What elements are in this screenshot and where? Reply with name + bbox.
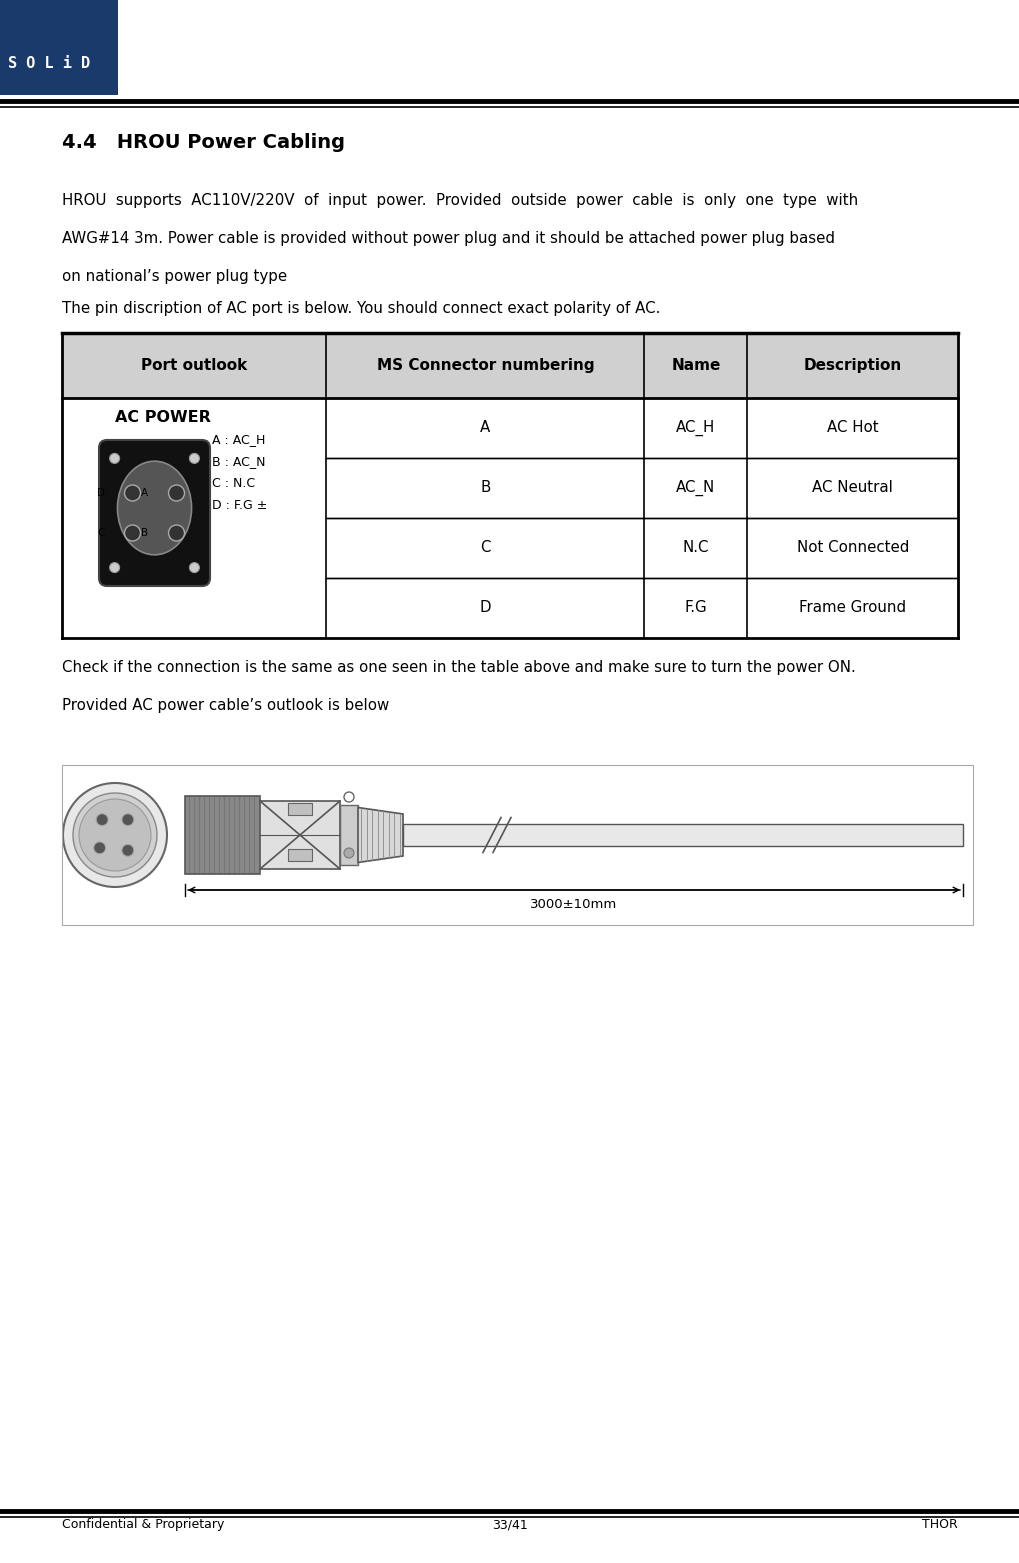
- Text: 4.4   HROU Power Cabling: 4.4 HROU Power Cabling: [62, 133, 344, 152]
- FancyBboxPatch shape: [62, 333, 957, 399]
- FancyBboxPatch shape: [326, 517, 644, 578]
- Text: AC_N: AC_N: [676, 480, 715, 495]
- Circle shape: [190, 453, 200, 463]
- Text: AC Hot: AC Hot: [826, 420, 877, 436]
- FancyBboxPatch shape: [644, 517, 747, 578]
- FancyBboxPatch shape: [747, 517, 957, 578]
- FancyBboxPatch shape: [62, 399, 326, 638]
- Circle shape: [124, 485, 141, 502]
- FancyBboxPatch shape: [326, 458, 644, 517]
- Text: B : AC_N: B : AC_N: [212, 455, 265, 467]
- Text: AC POWER: AC POWER: [114, 410, 210, 425]
- FancyBboxPatch shape: [287, 803, 312, 814]
- Text: D: D: [97, 488, 104, 499]
- Circle shape: [168, 525, 184, 541]
- Circle shape: [109, 563, 119, 572]
- Text: HROU  supports  AC110V/220V  of  input  power.  Provided  outside  power  cable : HROU supports AC110V/220V of input power…: [62, 192, 857, 208]
- FancyBboxPatch shape: [747, 578, 957, 638]
- Circle shape: [63, 783, 167, 886]
- Text: THOR: THOR: [921, 1518, 957, 1532]
- Text: AC_H: AC_H: [676, 420, 715, 436]
- Circle shape: [343, 849, 354, 858]
- Text: A : AC_H: A : AC_H: [212, 433, 265, 445]
- Circle shape: [109, 453, 119, 463]
- Text: Description: Description: [803, 358, 901, 374]
- Text: AC Neutral: AC Neutral: [811, 480, 893, 495]
- Text: C: C: [97, 528, 104, 538]
- Text: 3000±10mm: 3000±10mm: [530, 899, 618, 911]
- FancyBboxPatch shape: [260, 800, 339, 869]
- Circle shape: [124, 525, 141, 541]
- Text: F.G: F.G: [684, 600, 706, 616]
- Text: Not Connected: Not Connected: [796, 541, 908, 555]
- Circle shape: [78, 799, 151, 871]
- Text: D: D: [479, 600, 490, 616]
- Circle shape: [94, 842, 106, 853]
- Text: The pin discription of AC port is below. You should connect exact polarity of AC: The pin discription of AC port is below.…: [62, 302, 659, 316]
- Text: B: B: [480, 480, 490, 495]
- Text: on national’s power plug type: on national’s power plug type: [62, 269, 286, 284]
- FancyBboxPatch shape: [644, 458, 747, 517]
- FancyBboxPatch shape: [326, 399, 644, 458]
- Circle shape: [190, 563, 200, 572]
- Ellipse shape: [117, 461, 192, 555]
- Text: Provided AC power cable’s outlook is below: Provided AC power cable’s outlook is bel…: [62, 699, 389, 713]
- Text: Confidential & Proprietary: Confidential & Proprietary: [62, 1518, 224, 1532]
- FancyBboxPatch shape: [747, 399, 957, 458]
- Text: 33/41: 33/41: [491, 1518, 528, 1532]
- Text: C: C: [480, 541, 490, 555]
- Text: A: A: [142, 488, 149, 499]
- FancyBboxPatch shape: [339, 805, 358, 864]
- FancyBboxPatch shape: [644, 399, 747, 458]
- FancyBboxPatch shape: [99, 441, 210, 586]
- Circle shape: [96, 814, 108, 825]
- Text: AWG#14 3m. Power cable is provided without power plug and it should be attached : AWG#14 3m. Power cable is provided witho…: [62, 231, 835, 245]
- FancyBboxPatch shape: [0, 0, 118, 95]
- Text: Port outlook: Port outlook: [141, 358, 247, 374]
- FancyBboxPatch shape: [326, 578, 644, 638]
- Circle shape: [121, 814, 133, 825]
- Text: A: A: [480, 420, 490, 436]
- Text: Check if the connection is the same as one seen in the table above and make sure: Check if the connection is the same as o…: [62, 660, 855, 675]
- FancyBboxPatch shape: [403, 824, 962, 846]
- Circle shape: [73, 792, 157, 877]
- Circle shape: [343, 792, 354, 802]
- Text: D : F.G ±: D : F.G ±: [212, 499, 267, 513]
- FancyBboxPatch shape: [644, 578, 747, 638]
- FancyBboxPatch shape: [287, 849, 312, 861]
- Text: Name: Name: [671, 358, 719, 374]
- Text: MS Connector numbering: MS Connector numbering: [376, 358, 594, 374]
- FancyBboxPatch shape: [747, 458, 957, 517]
- Polygon shape: [358, 808, 403, 863]
- Text: Frame Ground: Frame Ground: [798, 600, 906, 616]
- Text: C : N.C: C : N.C: [212, 477, 255, 489]
- Text: S O L i D: S O L i D: [8, 56, 90, 70]
- Circle shape: [168, 485, 184, 502]
- Text: B: B: [142, 528, 149, 538]
- Text: N.C: N.C: [682, 541, 708, 555]
- FancyBboxPatch shape: [184, 796, 260, 874]
- Circle shape: [121, 844, 133, 857]
